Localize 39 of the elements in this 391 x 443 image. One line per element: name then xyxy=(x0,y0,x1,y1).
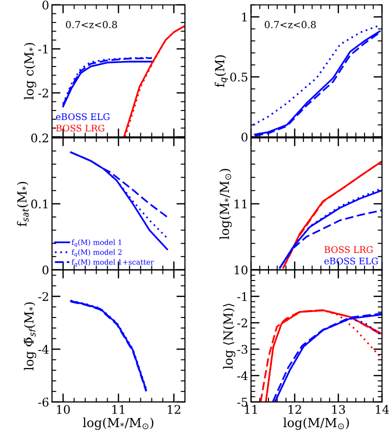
x-tick-label: 14 xyxy=(376,404,389,414)
annotation: 0.7<z<0.8 xyxy=(66,20,117,28)
y-axis-title: f$_{sat}$(M$_{*}$) xyxy=(16,182,29,226)
x-tick-label: 13 xyxy=(332,404,345,414)
y-tick-label: -4 xyxy=(38,344,49,354)
y-axis-title: log ⟨N(M)⟩ xyxy=(223,304,236,369)
y-axis-title: log(M$_{*}$/M$_{⊙}$) xyxy=(219,168,232,240)
series-label: eBOSS ELG xyxy=(56,113,110,120)
y-tick-label: -4 xyxy=(237,371,248,380)
y-tick-label: 11 xyxy=(234,200,247,208)
y-tick-label: 0.1 xyxy=(31,200,48,208)
y-tick-label: -6 xyxy=(38,398,48,407)
y-tick-label: 1 xyxy=(242,12,247,22)
text: BOSS LRG xyxy=(56,124,104,132)
x-tick-label: 12 xyxy=(288,404,302,414)
x-tick-label: 10 xyxy=(57,404,70,414)
text: BOSS LRG xyxy=(324,246,373,253)
y-tick-label: -2 xyxy=(237,318,248,328)
y-tick-label: -1 xyxy=(38,44,48,54)
y-tick-label: -5 xyxy=(237,398,248,407)
y-tick-label: -1 xyxy=(237,292,247,301)
y-tick-label: -2 xyxy=(38,292,48,301)
y-axis-title: log Φ̃$_{sf}$(M$_{*}$) xyxy=(24,302,36,370)
text: eBOSS ELG xyxy=(324,258,378,264)
y-tick-label: 0 xyxy=(242,132,248,142)
x-axis-title: log(M$_{*}$/M$_{⊙}$) xyxy=(82,418,154,430)
x-tick-label: 11 xyxy=(112,404,124,414)
y-tick-label: -3 xyxy=(237,344,248,354)
y-tick-label: -2 xyxy=(38,88,48,98)
y-tick-label: 0.5 xyxy=(230,72,248,82)
y-tick-label: 0 xyxy=(42,266,48,274)
y-tick-label: 0.2 xyxy=(31,133,48,142)
annotation: 0.7<z<0.8 xyxy=(264,20,316,28)
y-axis-title: f$_{q}$(M) xyxy=(214,55,228,88)
y-tick-label: 10 xyxy=(234,266,248,274)
x-axis-title: log(M/M$_{⊙}$) xyxy=(283,418,349,430)
y-axis-title: log c(M$_{*}$) xyxy=(24,42,36,100)
x-tick-label: 12 xyxy=(168,404,180,414)
y-tick-label: 0 xyxy=(42,0,48,10)
